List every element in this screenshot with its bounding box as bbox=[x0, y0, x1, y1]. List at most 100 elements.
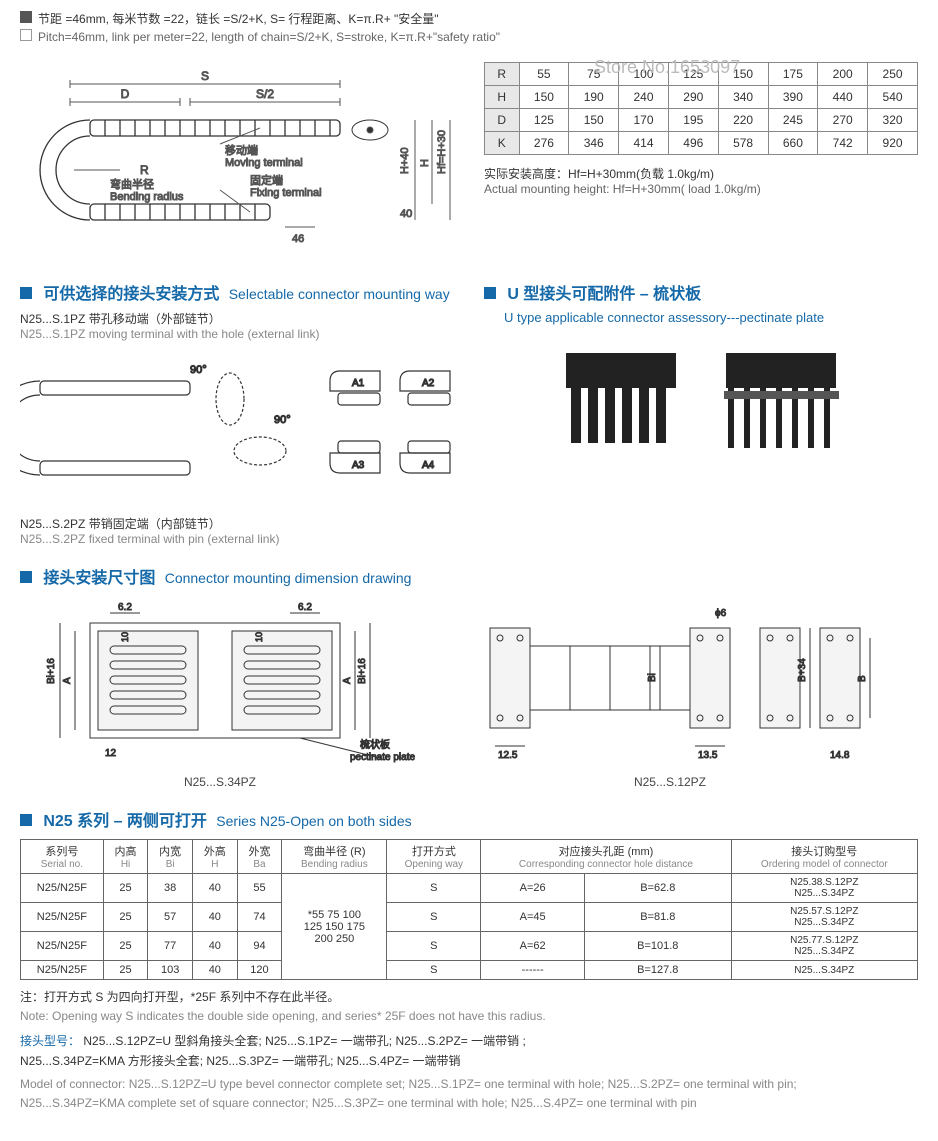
square-bullet-icon bbox=[20, 571, 32, 583]
svg-text:B: B bbox=[857, 675, 868, 682]
svg-text:6.2: 6.2 bbox=[118, 602, 132, 613]
sec2-title-en: Selectable connector mounting way bbox=[229, 286, 450, 302]
sec5-heading: N25 系列 – 两侧可打开 Series N25-Open on both s… bbox=[20, 807, 918, 831]
table-row: H150190240290340390440540 bbox=[485, 86, 918, 109]
svg-text:S: S bbox=[201, 69, 209, 83]
sec5-title-en: Series N25-Open on both sides bbox=[216, 813, 411, 829]
sec2-heading: 可供选择的接头安装方式 Selectable connector mountin… bbox=[20, 280, 460, 304]
svg-text:6.2: 6.2 bbox=[298, 602, 312, 613]
svg-text:Bending radius: Bending radius bbox=[110, 191, 184, 203]
note3-en: Model of connector: N25...S.12PZ=U type … bbox=[20, 1075, 918, 1113]
table-row: N25/N25F25574074SA=45B=81.8N25.57.S.12PZ… bbox=[21, 903, 918, 932]
svg-text:46: 46 bbox=[292, 233, 304, 245]
svg-text:12.5: 12.5 bbox=[498, 750, 518, 761]
svg-text:ϕ6: ϕ6 bbox=[715, 608, 727, 619]
chain-diagram-col: S S/2 D 移动端 Moving terminal 固定端 bbox=[20, 62, 460, 262]
pitch-section: 节距 =46mm, 每米节数 =22，链长 =S/2+K, S= 行程距离、K=… bbox=[20, 10, 918, 44]
table-row: N25/N25F2510340120S------B=127.8N25...S.… bbox=[21, 961, 918, 980]
svg-text:D: D bbox=[121, 87, 130, 101]
svg-text:R: R bbox=[140, 163, 149, 177]
square-bullet-icon bbox=[484, 287, 496, 299]
dimension-section: 接头安装尺寸图 Connector mounting dimension dra… bbox=[20, 564, 918, 789]
table-row: K276346414496578660742920 bbox=[485, 132, 918, 155]
svg-text:S/2: S/2 bbox=[256, 87, 274, 101]
note1-cn: 注：打开方式 S 为四向打开型，*25F 系列中不存在此半径。 bbox=[20, 988, 918, 1007]
drawing-34pz-svg: 6.2 6.2 10 10 Bi+16 A Bi+16 A 12 梳状板 pec… bbox=[20, 598, 420, 768]
sec2-m2-cn: N25...S.2PZ 带销固定端（内部链节） bbox=[20, 515, 460, 532]
connector-variants-diagram: 90° 90° A1 A2 A3 A4 bbox=[20, 351, 460, 511]
svg-text:H: H bbox=[419, 159, 431, 167]
svg-text:弯曲半径: 弯曲半径 bbox=[110, 177, 154, 191]
sec3-title-cn: U 型接头可配附件 – 梳状板 bbox=[507, 286, 701, 303]
svg-text:A1: A1 bbox=[352, 378, 365, 389]
svg-text:Bi: Bi bbox=[647, 673, 658, 682]
square-bullet-icon bbox=[20, 814, 32, 826]
sec2-m2-en: N25...S.2PZ fixed terminal with pin (ext… bbox=[20, 532, 460, 546]
table-row: N25/N25F25774094SA=62B=101.8N25.77.S.12P… bbox=[21, 932, 918, 961]
pitch-cn: 节距 =46mm, 每米节数 =22，链长 =S/2+K, S= 行程距离、K=… bbox=[38, 10, 439, 27]
note2-cn: N25...S.12PZ=U 型斜角接头全套; N25...S.1PZ= 一端带… bbox=[20, 1034, 526, 1067]
note1-en: Note: Opening way S indicates the double… bbox=[20, 1007, 918, 1026]
svg-text:14.8: 14.8 bbox=[830, 750, 850, 761]
caption-12pz: N25...S.12PZ bbox=[460, 775, 880, 789]
sec2-title-cn: 可供选择的接头安装方式 bbox=[43, 286, 219, 303]
pectinate-images bbox=[484, 343, 918, 453]
svg-text:H+40: H+40 bbox=[399, 147, 411, 174]
svg-text:A: A bbox=[342, 677, 353, 684]
svg-text:A4: A4 bbox=[422, 460, 435, 471]
dimension-drawings-row: 6.2 6.2 10 10 Bi+16 A Bi+16 A 12 梳状板 pec… bbox=[20, 598, 918, 789]
bullet-open-icon bbox=[20, 29, 32, 41]
drawing-34pz: 6.2 6.2 10 10 Bi+16 A Bi+16 A 12 梳状板 pec… bbox=[20, 598, 420, 789]
n25-table: 系列号Serial no. 内高Hi 内宽Bi 外高H 外宽Ba 弯曲半径 (R… bbox=[20, 839, 918, 980]
sec4-title-en: Connector mounting dimension drawing bbox=[165, 570, 412, 586]
svg-text:梳状板: 梳状板 bbox=[360, 738, 390, 751]
svg-text:Fixing terminal: Fixing terminal bbox=[250, 187, 322, 199]
chain-diagram: S S/2 D 移动端 Moving terminal 固定端 bbox=[20, 62, 460, 262]
caption-34pz: N25...S.34PZ bbox=[20, 775, 420, 789]
note2: 接头型号： N25...S.12PZ=U 型斜角接头全套; N25...S.1P… bbox=[20, 1032, 918, 1070]
svg-text:B+34: B+34 bbox=[797, 658, 808, 682]
sec4-heading: 接头安装尺寸图 Connector mounting dimension dra… bbox=[20, 564, 918, 588]
connector-row: 可供选择的接头安装方式 Selectable connector mountin… bbox=[20, 280, 918, 546]
note2-label: 接头型号： bbox=[20, 1034, 80, 1048]
svg-text:90°: 90° bbox=[274, 414, 291, 426]
svg-text:13.5: 13.5 bbox=[698, 750, 718, 761]
pitch-en: Pitch=46mm, link per meter=22, length of… bbox=[38, 30, 500, 44]
square-bullet-icon bbox=[20, 287, 32, 299]
svg-text:Moving terminal: Moving terminal bbox=[225, 157, 303, 169]
svg-text:Hf=H+30: Hf=H+30 bbox=[436, 130, 448, 174]
u-type-col: U 型接头可配附件 – 梳状板 U type applicable connec… bbox=[484, 280, 918, 453]
diagram-spec-row: S S/2 D 移动端 Moving terminal 固定端 bbox=[20, 62, 918, 262]
watermark: Store No.1653097 bbox=[594, 57, 740, 78]
sec3-title-en: U type applicable connector assessory---… bbox=[504, 310, 918, 325]
sec2-m1-en: N25...S.1PZ moving terminal with the hol… bbox=[20, 327, 460, 341]
sec5-title-cn: N25 系列 – 两侧可打开 bbox=[43, 813, 207, 830]
sec2-m1-cn: N25...S.1PZ 带孔移动端（外部链节） bbox=[20, 310, 460, 327]
spec-table-col: Store No.1653097 R5575100125150175200250… bbox=[484, 62, 918, 196]
table-header-row: 系列号Serial no. 内高Hi 内宽Bi 外高H 外宽Ba 弯曲半径 (R… bbox=[21, 840, 918, 874]
svg-text:12: 12 bbox=[105, 748, 117, 759]
table-row: D125150170195220245270320 bbox=[485, 109, 918, 132]
drawing-12pz: ϕ6 12.5 13.5 14.8 Bi B+34 B N25...S.12PZ bbox=[460, 598, 880, 789]
svg-text:Bi+16: Bi+16 bbox=[46, 658, 57, 684]
pectinate-plate-2-icon bbox=[716, 343, 846, 453]
svg-text:pectinate plate: pectinate plate bbox=[350, 752, 415, 763]
pectinate-plate-icon bbox=[556, 343, 686, 453]
svg-text:40: 40 bbox=[400, 208, 412, 220]
n25-section: N25 系列 – 两侧可打开 Series N25-Open on both s… bbox=[20, 807, 918, 1113]
svg-text:固定端: 固定端 bbox=[250, 173, 283, 187]
sec4-title-cn: 接头安装尺寸图 bbox=[43, 570, 155, 587]
mount-height-en: Actual mounting height: Hf=H+30mm( load … bbox=[484, 182, 918, 196]
pitch-cn-line: 节距 =46mm, 每米节数 =22，链长 =S/2+K, S= 行程距离、K=… bbox=[20, 10, 918, 27]
bullet-filled-icon bbox=[20, 11, 32, 23]
drawing-12pz-svg: ϕ6 12.5 13.5 14.8 Bi B+34 B bbox=[460, 598, 880, 768]
pitch-en-line: Pitch=46mm, link per meter=22, length of… bbox=[20, 29, 918, 44]
svg-text:Bi+16: Bi+16 bbox=[357, 658, 368, 684]
svg-text:10: 10 bbox=[120, 632, 130, 642]
svg-text:移动端: 移动端 bbox=[225, 144, 258, 157]
svg-text:A: A bbox=[62, 677, 73, 684]
mount-height-cn: 实际安装高度：Hf=H+30mm(负载 1.0kg/m) bbox=[484, 165, 918, 182]
svg-text:90°: 90° bbox=[190, 364, 207, 376]
table-row: N25/N25F25384055*55 75 100 125 150 175 2… bbox=[21, 874, 918, 903]
notes: 注：打开方式 S 为四向打开型，*25F 系列中不存在此半径。 Note: Op… bbox=[20, 988, 918, 1113]
